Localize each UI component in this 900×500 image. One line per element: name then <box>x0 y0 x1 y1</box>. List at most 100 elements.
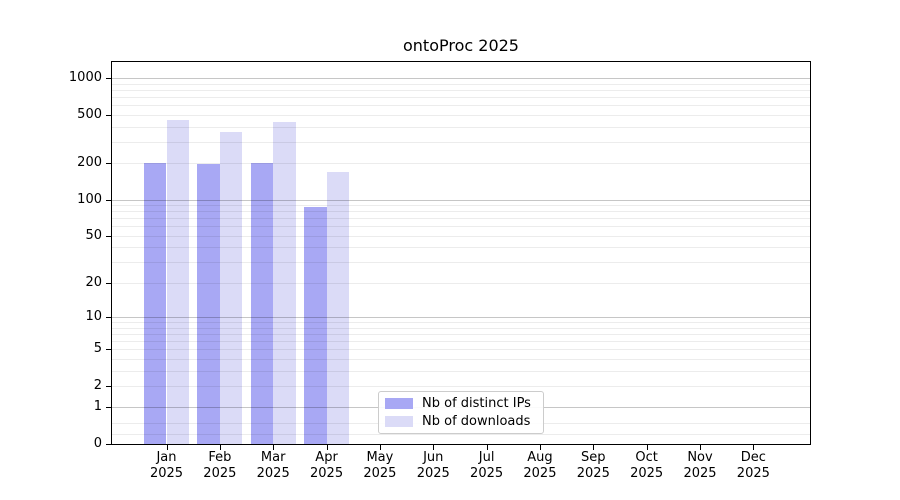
gridline-major <box>112 317 810 319</box>
y-tick-label: 100 <box>77 191 102 207</box>
legend-item-distinct-ips: Nb of distinct IPs <box>385 396 537 411</box>
gridlines-layer <box>112 62 810 444</box>
chart-title: ontoProc 2025 <box>403 36 519 55</box>
gridline-minor <box>112 90 810 92</box>
gridline-minor <box>112 385 810 387</box>
gridline-minor <box>112 349 810 351</box>
x-tick-year: 2025 <box>736 466 770 481</box>
gridline-minor <box>112 327 810 329</box>
x-tick-label: May 2025 <box>353 450 407 482</box>
x-tick-label: Dec 2025 <box>726 450 780 482</box>
y-tick-label: 10 <box>85 309 102 325</box>
gridline-minor <box>112 322 810 324</box>
x-tick-label: Jun 2025 <box>406 450 460 482</box>
x-tick-label: Oct 2025 <box>620 450 674 482</box>
x-tick-month: Jun <box>423 450 444 465</box>
gridline-minor <box>112 370 810 372</box>
x-tick-month: Nov <box>687 450 713 465</box>
x-tick-month: Sep <box>581 450 606 465</box>
x-tick-month: Jul <box>478 450 495 465</box>
gridline-minor <box>112 218 810 220</box>
x-tick-year: 2025 <box>363 466 397 481</box>
bar-downloads-apr <box>326 171 350 444</box>
bar-downloads-feb <box>219 132 243 444</box>
gridline-minor <box>112 126 810 128</box>
x-tick-label: Feb 2025 <box>193 450 247 482</box>
legend-swatch-distinct-ips <box>385 398 413 410</box>
x-tick-year: 2025 <box>149 466 184 481</box>
x-tick-month: Oct <box>635 450 658 465</box>
x-tick-year: 2025 <box>256 466 290 481</box>
gridline-major <box>112 78 810 80</box>
gridline-minor <box>112 226 810 228</box>
gridline-minor <box>112 141 810 143</box>
gridline-minor <box>112 282 810 284</box>
x-tick-label: Mar 2025 <box>246 450 300 482</box>
legend-swatch-downloads <box>385 415 413 427</box>
x-tick-year: 2025 <box>523 466 557 481</box>
x-tick <box>326 445 328 450</box>
gridline-minor <box>112 97 810 99</box>
x-tick-year: 2025 <box>416 466 450 481</box>
x-tick-year: 2025 <box>470 466 504 481</box>
x-tick-year: 2025 <box>576 466 610 481</box>
x-tick-label: Apr 2025 <box>300 450 354 482</box>
bar-distinct-ips-feb <box>197 164 220 444</box>
gridline-minor <box>112 262 810 264</box>
gridline-minor <box>112 340 810 342</box>
bar-distinct-ips-mar <box>250 163 274 444</box>
legend-label-distinct-ips: Nb of distinct IPs <box>422 396 531 412</box>
bar-distinct-ips-apr <box>303 206 327 444</box>
x-tick <box>219 445 221 450</box>
x-tick <box>646 445 648 450</box>
plot-area <box>111 61 811 445</box>
gridline-major <box>112 199 810 201</box>
gridline-minor <box>112 358 810 360</box>
x-tick-year: 2025 <box>203 466 237 481</box>
x-tick <box>539 445 541 450</box>
bar-distinct-ips-jan <box>143 163 167 444</box>
x-tick-month: May <box>366 450 394 465</box>
legend-item-downloads: Nb of downloads <box>385 414 537 429</box>
gridline-minor <box>112 247 810 249</box>
x-tick-month: Mar <box>260 450 286 465</box>
legend: Nb of distinct IPs Nb of downloads <box>378 391 544 434</box>
x-tick-label: Aug 2025 <box>513 450 567 482</box>
x-tick <box>753 445 755 450</box>
x-tick-month: Feb <box>208 450 232 465</box>
y-tick-label: 1 <box>93 399 102 415</box>
x-tick-month: Apr <box>315 450 338 465</box>
x-tick-label: Sep 2025 <box>566 450 620 482</box>
y-tick-label: 5 <box>93 341 102 357</box>
y-tick-label: 2 <box>93 377 102 393</box>
bar-downloads-jan <box>166 120 190 444</box>
gridline-minor <box>112 235 810 237</box>
x-tick <box>700 445 701 450</box>
y-tick-label: 200 <box>77 155 102 171</box>
x-tick <box>166 445 168 450</box>
gridline-minor <box>112 434 810 436</box>
y-tick-label: 500 <box>77 106 102 122</box>
gridline-minor <box>112 83 810 85</box>
y-tick-label: 0 <box>93 436 102 451</box>
gridline-minor <box>112 333 810 335</box>
gridline-minor <box>112 211 810 213</box>
x-tick-year: 2025 <box>310 466 344 481</box>
y-tick-label: 50 <box>85 227 102 243</box>
legend-label-downloads: Nb of downloads <box>422 413 531 429</box>
x-tick <box>486 445 488 450</box>
x-tick <box>433 445 435 450</box>
x-tick-year: 2025 <box>630 466 664 481</box>
x-tick-month: Jan <box>156 450 177 465</box>
x-tick <box>593 445 595 450</box>
x-tick-label: Nov 2025 <box>673 450 727 482</box>
gridline-minor <box>112 105 810 107</box>
gridline-minor <box>112 205 810 207</box>
gridline-minor <box>112 114 810 116</box>
x-tick-month: Aug <box>527 450 553 465</box>
x-tick-year: 2025 <box>683 466 717 481</box>
x-tick-label: Jan 2025 <box>140 450 194 482</box>
gridline-minor <box>112 163 810 165</box>
x-tick-month: Dec <box>740 450 766 465</box>
